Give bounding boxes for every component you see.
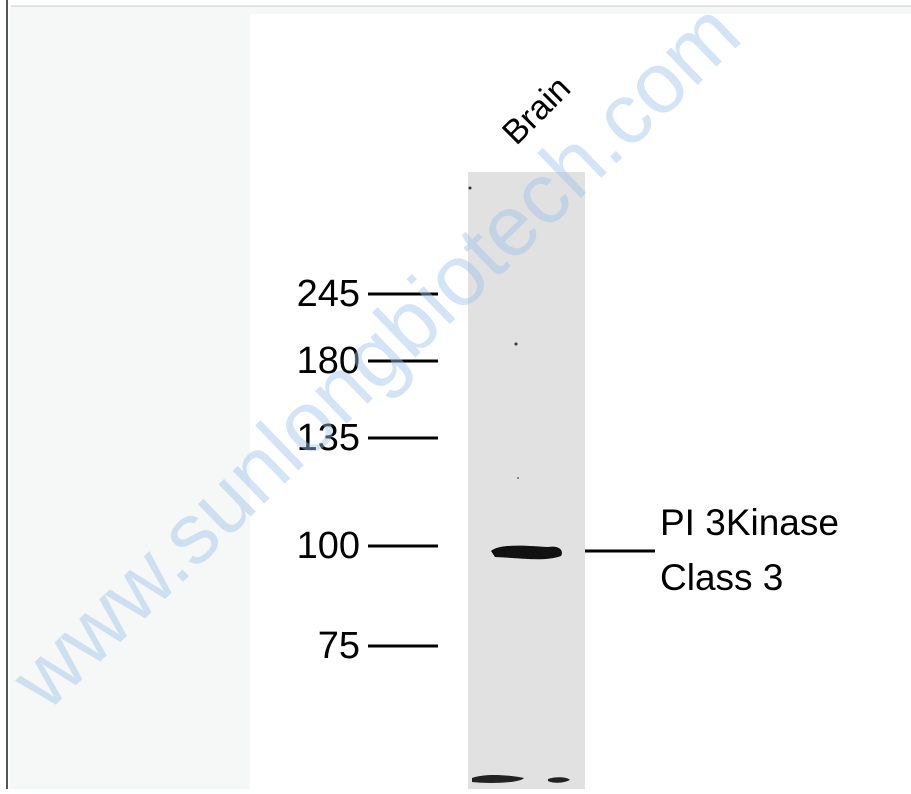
speck	[517, 477, 519, 479]
screenshot: Brain 24518013510075 PI 3Kinase Class 3 …	[0, 0, 911, 789]
band	[491, 546, 562, 560]
marker-label: 100	[297, 525, 360, 567]
marker-label: 245	[297, 273, 360, 315]
speck	[469, 187, 472, 190]
speck	[515, 343, 518, 346]
marker-label: 75	[318, 625, 360, 667]
band-label: PI 3Kinase	[660, 502, 839, 543]
band-label: Class 3	[660, 557, 783, 598]
